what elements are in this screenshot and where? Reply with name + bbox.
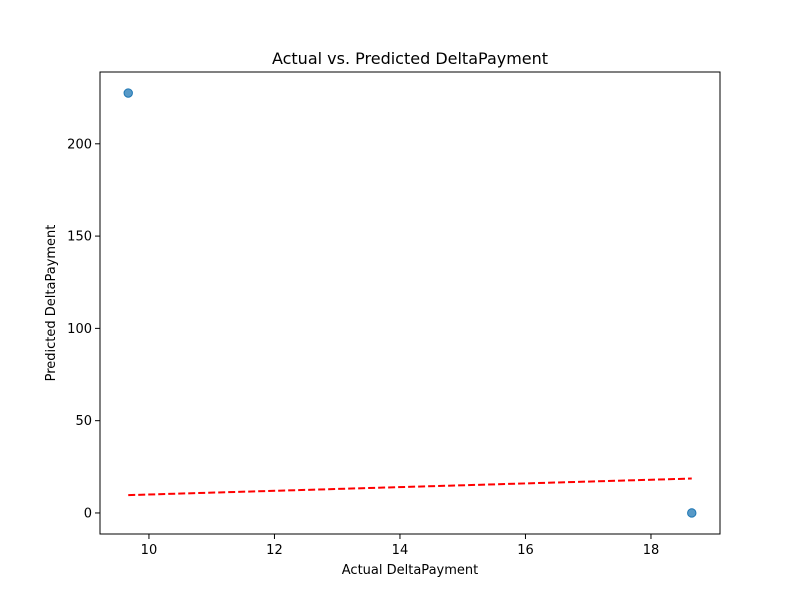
x-tick-label: 10 bbox=[141, 543, 158, 558]
y-tick-label: 0 bbox=[84, 506, 92, 521]
x-axis-ticks: 10 12 14 16 18 bbox=[141, 534, 660, 558]
y-tick-label: 100 bbox=[67, 322, 92, 337]
y-axis-ticks: 0 50 100 150 200 bbox=[67, 137, 100, 521]
plot-frame bbox=[99, 71, 721, 535]
y-axis-label: Predicted DeltaPayment bbox=[44, 225, 59, 382]
plot-area bbox=[100, 72, 720, 534]
scatter-point bbox=[687, 508, 697, 518]
y-tick-label: 200 bbox=[67, 137, 92, 152]
x-tick-label: 14 bbox=[392, 543, 409, 558]
red-reference-line bbox=[128, 477, 692, 497]
x-tick-label: 16 bbox=[517, 543, 534, 558]
scatter-points bbox=[123, 88, 697, 518]
x-tick-label: 18 bbox=[643, 543, 660, 558]
scatter-point bbox=[123, 88, 133, 98]
x-tick-label: 12 bbox=[266, 543, 283, 558]
chart-title: Actual vs. Predicted DeltaPayment bbox=[272, 49, 548, 68]
x-axis-label: Actual DeltaPayment bbox=[342, 563, 478, 578]
y-tick-label: 50 bbox=[75, 414, 92, 429]
y-tick-label: 150 bbox=[67, 230, 92, 245]
